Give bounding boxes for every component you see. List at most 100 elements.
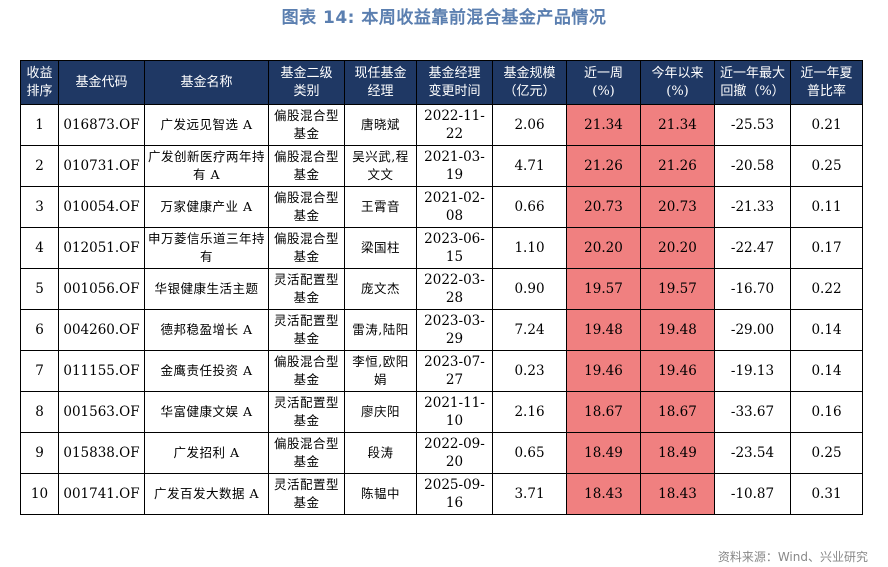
cell-sharpe: 0.31 <box>790 473 863 515</box>
cell-name: 广发百发大数据 A <box>144 473 269 515</box>
cell-code: 016873.OF <box>58 104 145 146</box>
cell-scale: 7.24 <box>492 309 567 351</box>
table-row: 10 001741.OF 广发百发大数据 A 灵活配置型基金 陈韫中 2025-09-16… <box>20 473 863 515</box>
cell-week: 20.20 <box>566 227 641 269</box>
cell-rank: 6 <box>20 309 59 351</box>
cell-code: 015838.OF <box>58 432 145 474</box>
header-rank: 收益 排序 <box>20 60 59 105</box>
cell-rank: 3 <box>20 186 59 228</box>
cell-ytd: 18.43 <box>640 473 715 515</box>
cell-code: 010054.OF <box>58 186 145 228</box>
cell-category: 灵活配置型基金 <box>268 473 345 515</box>
table-row: 6 004260.OF 德邦稳盈增长 A 灵活配置型基金 雷涛,陆阳 2023-03-29… <box>20 309 863 351</box>
cell-rank: 2 <box>20 145 59 187</box>
cell-name: 广发创新医疗两年持有 A <box>144 145 269 187</box>
cell-code: 001563.OF <box>58 391 145 433</box>
cell-name: 华富健康文娱 A <box>144 391 269 433</box>
cell-change-date: 2023-03-29 <box>416 309 493 351</box>
cell-category: 灵活配置型基金 <box>268 309 345 351</box>
header-category: 基金二级 类别 <box>268 60 345 105</box>
cell-drawdown: -33.67 <box>714 391 791 433</box>
cell-code: 004260.OF <box>58 309 145 351</box>
cell-name: 广发远见智选 A <box>144 104 269 146</box>
cell-drawdown: -19.13 <box>714 350 791 392</box>
cell-name: 德邦稳盈增长 A <box>144 309 269 351</box>
cell-sharpe: 0.11 <box>790 186 863 228</box>
cell-week: 21.26 <box>566 145 641 187</box>
cell-week: 18.67 <box>566 391 641 433</box>
cell-scale: 0.23 <box>492 350 567 392</box>
cell-scale: 2.16 <box>492 391 567 433</box>
cell-name: 华银健康生活主题 <box>144 268 269 310</box>
cell-code: 011155.OF <box>58 350 145 392</box>
header-manager: 现任基金 经理 <box>344 60 417 105</box>
cell-manager: 陈韫中 <box>344 473 417 515</box>
cell-rank: 9 <box>20 432 59 474</box>
table-row: 8 001563.OF 华富健康文娱 A 灵活配置型基金 廖庆阳 2021-11-10 2.… <box>20 391 863 433</box>
cell-manager: 吴兴武,程文文 <box>344 145 417 187</box>
cell-code: 010731.OF <box>58 145 145 187</box>
header-sharpe: 近一年夏 普比率 <box>790 60 863 105</box>
cell-sharpe: 0.17 <box>790 227 863 269</box>
source-note: 资料来源：Wind、兴业研究 <box>717 550 868 564</box>
cell-sharpe: 0.16 <box>790 391 863 433</box>
cell-week: 19.48 <box>566 309 641 351</box>
cell-ytd: 18.49 <box>640 432 715 474</box>
table-row: 4 012051.OF 申万菱信乐道三年持有 偏股混合型基金 梁国柱 2023-06-15… <box>20 227 863 269</box>
table-body: 1 016873.OF 广发远见智选 A 偏股混合型基金 唐晓斌 2022-11-22 2.… <box>20 104 863 515</box>
header-code: 基金代码 <box>58 60 145 105</box>
header-max-drawdown: 近一年最大 回撤（%） <box>714 60 791 105</box>
cell-change-date: 2023-07-27 <box>416 350 493 392</box>
cell-category: 偏股混合型基金 <box>268 145 345 187</box>
cell-manager: 雷涛,陆阳 <box>344 309 417 351</box>
cell-change-date: 2025-09-16 <box>416 473 493 515</box>
cell-ytd: 18.67 <box>640 391 715 433</box>
cell-manager: 梁国柱 <box>344 227 417 269</box>
cell-category: 偏股混合型基金 <box>268 227 345 269</box>
cell-scale: 4.71 <box>492 145 567 187</box>
header-ytd-return: 今年以来 (%) <box>640 60 715 105</box>
table-row: 3 010054.OF 万家健康产业 A 偏股混合型基金 王霄音 2021-02-08 0.… <box>20 186 863 228</box>
cell-change-date: 2022-03-28 <box>416 268 493 310</box>
cell-week: 19.57 <box>566 268 641 310</box>
header-week-return: 近一周 (%) <box>566 60 641 105</box>
cell-rank: 10 <box>20 473 59 515</box>
cell-change-date: 2022-09-20 <box>416 432 493 474</box>
cell-category: 偏股混合型基金 <box>268 186 345 228</box>
cell-ytd: 21.26 <box>640 145 715 187</box>
cell-scale: 3.71 <box>492 473 567 515</box>
cell-name: 金鹰责任投资 A <box>144 350 269 392</box>
cell-manager: 段涛 <box>344 432 417 474</box>
chart-title: 图表 14: 本周收益靠前混合基金产品情况 <box>281 8 607 28</box>
cell-ytd: 19.46 <box>640 350 715 392</box>
cell-rank: 8 <box>20 391 59 433</box>
cell-code: 001056.OF <box>58 268 145 310</box>
cell-drawdown: -29.00 <box>714 309 791 351</box>
cell-sharpe: 0.14 <box>790 350 863 392</box>
cell-manager: 廖庆阳 <box>344 391 417 433</box>
table-row: 9 015838.OF 广发招利 A 偏股混合型基金 段涛 2022-09-20 0.65 1… <box>20 432 863 474</box>
header-row: 收益 排序 基金代码 基金名称 基金二级 类别 现任基金 经理 基金经理 变更时间 基金规模 （亿元）… <box>20 60 863 105</box>
cell-sharpe: 0.21 <box>790 104 863 146</box>
cell-manager: 庞文杰 <box>344 268 417 310</box>
cell-name: 广发招利 A <box>144 432 269 474</box>
cell-scale: 2.06 <box>492 104 567 146</box>
cell-week: 20.73 <box>566 186 641 228</box>
cell-change-date: 2021-02-08 <box>416 186 493 228</box>
cell-sharpe: 0.22 <box>790 268 863 310</box>
cell-week: 19.46 <box>566 350 641 392</box>
cell-ytd: 21.34 <box>640 104 715 146</box>
cell-rank: 7 <box>20 350 59 392</box>
cell-ytd: 19.48 <box>640 309 715 351</box>
cell-sharpe: 0.14 <box>790 309 863 351</box>
table-row: 1 016873.OF 广发远见智选 A 偏股混合型基金 唐晓斌 2022-11-22 2.… <box>20 104 863 146</box>
cell-category: 偏股混合型基金 <box>268 432 345 474</box>
cell-change-date: 2021-03-19 <box>416 145 493 187</box>
cell-change-date: 2021-11-10 <box>416 391 493 433</box>
cell-week: 18.49 <box>566 432 641 474</box>
cell-drawdown: -25.53 <box>714 104 791 146</box>
cell-change-date: 2023-06-15 <box>416 227 493 269</box>
cell-scale: 1.10 <box>492 227 567 269</box>
header-name: 基金名称 <box>144 60 269 105</box>
cell-drawdown: -10.87 <box>714 473 791 515</box>
